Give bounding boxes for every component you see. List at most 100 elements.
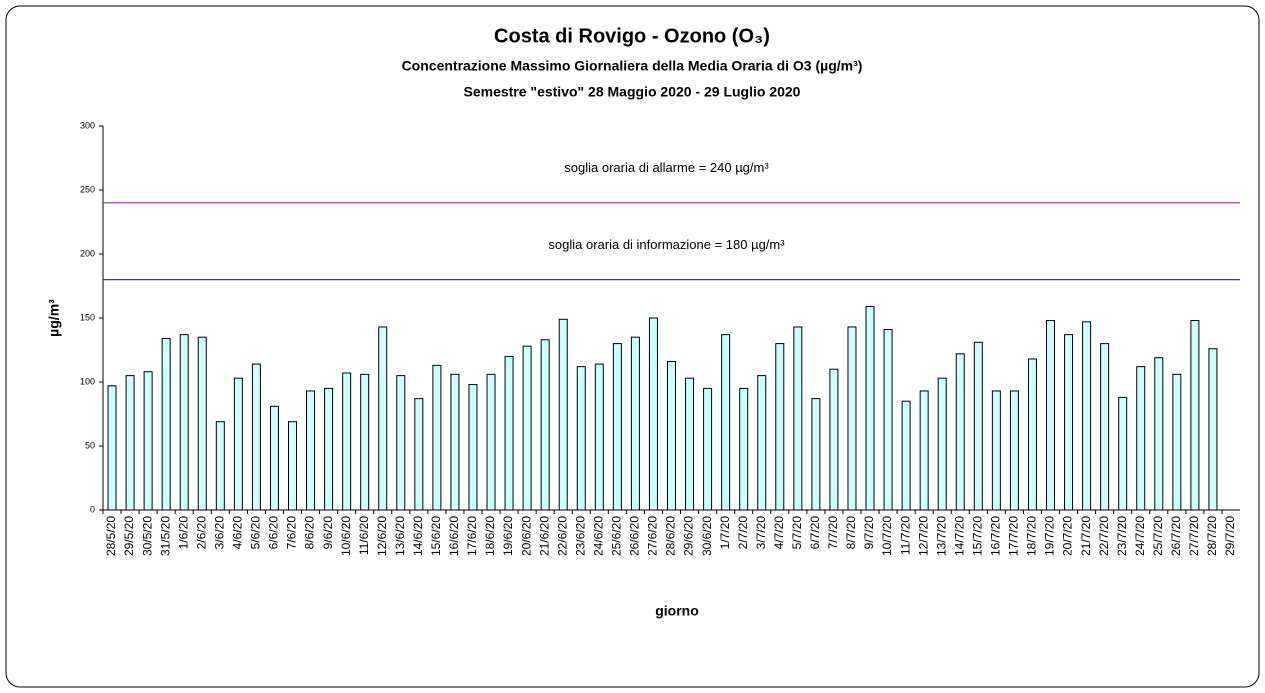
x-tick-label: 14/7/20 [952,516,966,556]
x-tick-label: 28/6/20 [664,516,678,556]
bar [775,343,785,511]
x-tick-label: 19/7/20 [1043,516,1057,556]
bar [667,361,676,511]
x-tick-label: 11/6/20 [357,516,371,555]
x-tick-label: 24/7/20 [1133,516,1147,556]
x-tick-label: 29/6/20 [682,516,696,556]
x-tick-label: 6/6/20 [267,516,281,550]
bar [1154,357,1164,511]
x-tick-label: 28/5/20 [104,516,118,556]
bar [378,326,388,511]
bar [1118,396,1128,511]
x-tick-label: 16/6/20 [447,516,461,556]
x-tick-label: 26/6/20 [628,516,642,556]
x-tick-label: 27/7/20 [1187,516,1201,556]
bar [486,373,496,511]
bar [306,390,316,511]
x-tick-label: 8/7/20 [844,516,858,550]
bar [901,400,911,511]
bar [829,368,839,511]
bar [576,366,586,511]
y-tick-label: 300 [80,120,95,130]
y-tick-label: 200 [80,248,95,258]
bar [883,329,893,511]
bar [1082,321,1092,511]
bar [197,336,207,511]
bar [865,305,875,511]
y-tick-label: 150 [80,312,95,322]
x-tick-label: 11/7/20 [898,516,912,555]
bar [612,343,622,511]
bar [396,375,406,511]
x-tick-label: 5/6/20 [249,516,263,550]
x-tick-label: 24/6/20 [591,516,605,556]
x-tick-label: 2/6/20 [194,516,208,550]
x-tick-label: 29/5/20 [122,516,136,556]
bar [179,334,189,511]
bar [269,405,279,511]
y-axis-label: µg/m³ [46,299,62,337]
bar [1046,320,1055,511]
x-tick-label: 22/6/20 [555,516,569,556]
bar [811,398,821,511]
bar [540,339,550,511]
bar [215,421,225,511]
bar [703,387,713,511]
bar [522,345,532,511]
x-tick-label: 12/7/20 [916,516,930,556]
x-tick-label: 4/7/20 [772,516,786,550]
x-tick-label: 18/7/20 [1025,516,1039,556]
bar [288,421,297,511]
bar [991,390,1001,511]
x-tick-label: 20/7/20 [1061,516,1075,556]
x-tick-label: 17/6/20 [465,516,479,556]
bar [847,326,857,511]
bar [937,377,947,511]
x-tick-label: 25/7/20 [1151,516,1165,556]
x-tick-label: 13/7/20 [934,516,948,556]
bar [739,387,749,511]
x-tick-label: 7/6/20 [285,516,299,550]
x-tick-label: 3/7/20 [754,516,768,550]
x-tick-label: 15/6/20 [429,516,443,556]
y-tick-label: 100 [80,376,95,386]
x-tick-label: 26/7/20 [1169,516,1183,556]
x-tick-label: 28/7/20 [1205,516,1219,556]
x-tick-label: 12/6/20 [375,516,389,556]
bar [1009,390,1019,511]
subtitle: Concentrazione Massimo Giornaliera della… [402,58,863,74]
x-tick-label: 23/7/20 [1115,516,1129,556]
bar [1190,320,1200,511]
bar [414,398,424,511]
bar [1208,348,1218,511]
x-tick-label: 2/7/20 [736,516,750,550]
threshold-label: soglia oraria di informazione = 180 µg/m… [548,237,785,252]
bar [757,375,767,511]
bar [233,377,243,511]
bar [450,373,460,511]
x-tick-label: 7/7/20 [826,516,840,550]
x-tick-label: 4/6/20 [231,516,245,550]
x-tick-label: 3/6/20 [212,516,226,550]
x-tick-label: 9/6/20 [321,516,335,550]
chart-title: Costa di Rovigo - Ozono (O₃) [494,25,770,47]
x-tick-label: 31/5/20 [158,516,172,556]
bar [630,336,640,511]
x-tick-label: 30/5/20 [140,516,154,556]
bar [973,341,983,511]
x-tick-label: 16/7/20 [989,516,1003,556]
bar [648,317,658,511]
x-tick-label: 9/7/20 [862,516,876,550]
bar [360,373,370,511]
bar [251,363,261,511]
x-tick-label: 29/7/20 [1223,516,1237,556]
x-tick-label: 30/6/20 [700,516,714,556]
bar [1136,366,1146,511]
x-tick-label: 15/7/20 [970,516,984,556]
y-tick-label: 0 [90,504,95,514]
bar [468,384,478,511]
bar [324,387,334,511]
x-tick-label: 27/6/20 [646,516,660,556]
x-tick-label: 19/6/20 [501,516,515,556]
